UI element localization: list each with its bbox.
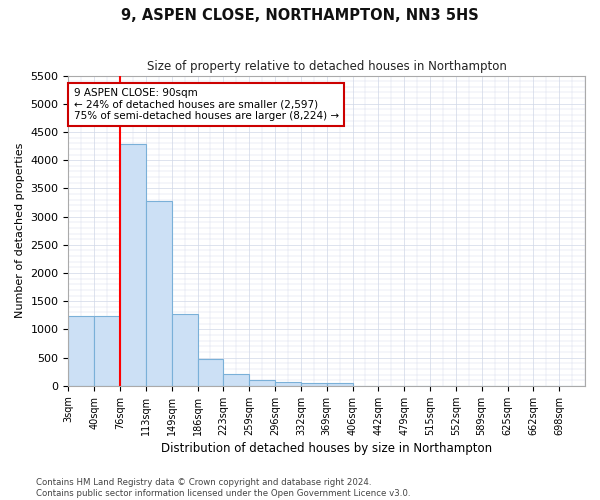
Bar [249, 380, 275, 386]
Text: 9, ASPEN CLOSE, NORTHAMPTON, NN3 5HS: 9, ASPEN CLOSE, NORTHAMPTON, NN3 5HS [121, 8, 479, 22]
Bar [94, 316, 120, 386]
Bar [120, 144, 146, 386]
Bar [146, 202, 172, 386]
Text: 9 ASPEN CLOSE: 90sqm
← 24% of detached houses are smaller (2,597)
75% of semi-de: 9 ASPEN CLOSE: 90sqm ← 24% of detached h… [74, 88, 338, 121]
X-axis label: Distribution of detached houses by size in Northampton: Distribution of detached houses by size … [161, 442, 492, 455]
Y-axis label: Number of detached properties: Number of detached properties [15, 143, 25, 318]
Bar [68, 316, 94, 386]
Title: Size of property relative to detached houses in Northampton: Size of property relative to detached ho… [147, 60, 506, 73]
Text: Contains HM Land Registry data © Crown copyright and database right 2024.
Contai: Contains HM Land Registry data © Crown c… [36, 478, 410, 498]
Bar [223, 374, 249, 386]
Bar [197, 359, 223, 386]
Bar [275, 382, 301, 386]
Bar [172, 314, 197, 386]
Bar [301, 383, 327, 386]
Bar [327, 383, 353, 386]
